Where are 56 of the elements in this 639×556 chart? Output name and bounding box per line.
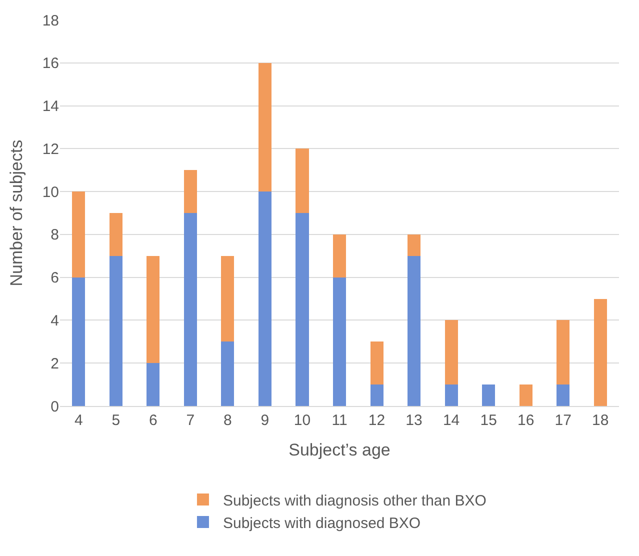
bar [221,256,234,342]
bar [146,363,160,406]
bar [72,192,86,278]
bar [482,384,496,406]
x-tick-label: 13 [406,412,422,429]
bar [332,234,346,278]
y-tick-label: 16 [42,55,59,72]
bar [221,342,234,406]
x-tick-label: 15 [480,412,497,429]
x-tick-label: 6 [149,412,158,429]
y-tick-label: 4 [50,312,59,330]
x-tick-label: 5 [112,412,120,429]
y-tick-label: 12 [42,140,59,158]
bar [594,298,607,406]
y-tick-label: 0 [50,398,59,416]
bar [519,384,532,406]
x-tick-label: 17 [554,412,572,429]
bar [109,213,122,256]
bar [444,384,458,406]
x-tick-label: 9 [260,412,270,429]
x-tick-label: 18 [592,412,609,429]
y-axis-title: Number of subjects [6,140,26,286]
bar [146,256,160,364]
x-axis-title: Subject’s age [288,440,390,460]
bar [184,170,197,213]
bar [408,256,421,406]
bar [332,277,346,406]
x-tick-label: 16 [517,412,534,429]
bar [72,277,86,406]
bar [556,320,570,385]
bar [296,213,309,406]
y-tick-label: 6 [50,270,59,287]
x-tick-label: 14 [442,412,460,429]
bar [556,384,570,406]
bar [258,62,272,192]
bar [370,342,384,385]
x-tick-label: 12 [368,412,386,429]
bar [444,320,458,385]
y-tick-label: 8 [50,226,59,244]
x-tick-label: 10 [294,412,311,429]
y-tick-label: 18 [42,12,59,30]
bar [408,234,421,256]
bar [109,256,122,406]
bar [296,148,309,213]
y-tick-label: 10 [42,184,59,201]
legend-label: Subjects with diagnosed BXO [222,514,421,532]
legend-label: Subjects with diagnosis other than BXO [222,492,486,510]
x-tick-label: 11 [332,412,348,429]
x-tick-label: 4 [74,412,83,429]
x-tick-label: 8 [224,412,232,429]
bar [370,384,384,406]
y-tick-label: 14 [42,98,59,116]
bar [258,192,272,406]
y-tick-label: 2 [50,355,59,372]
x-tick-label: 7 [186,412,195,429]
bar [184,213,197,406]
